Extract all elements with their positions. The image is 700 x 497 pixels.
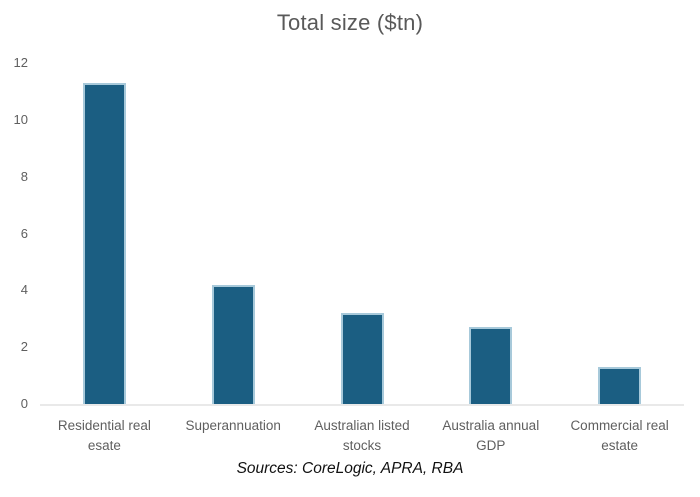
y-axis-tick-label: 6: [20, 225, 28, 241]
x-axis-category-label: Australian listed stocks: [314, 418, 410, 453]
y-axis-tick-label: 0: [20, 396, 28, 411]
bar: [469, 327, 513, 404]
x-axis-category-label: Superannuation: [185, 418, 281, 433]
y-axis-tick-label: 10: [13, 111, 28, 127]
x-axis-category-label: Australia annual GDP: [442, 418, 540, 453]
x-axis-category-label: Commercial real estate: [570, 418, 669, 453]
y-axis-tick-label: 4: [20, 282, 28, 298]
source-note: Sources: CoreLogic, APRA, RBA: [236, 460, 464, 477]
bar: [598, 367, 642, 404]
y-axis-tick-label: 12: [13, 55, 28, 70]
chart-title: Total size ($tn): [276, 10, 424, 35]
bar: [82, 82, 126, 404]
y-axis-tick-label: 8: [20, 168, 28, 184]
bar: [211, 284, 255, 404]
bar: [340, 313, 384, 404]
y-axis-tick-label: 2: [20, 339, 28, 355]
x-axis-line: [40, 404, 684, 406]
x-axis-category-label: Residential real esate: [57, 418, 151, 453]
